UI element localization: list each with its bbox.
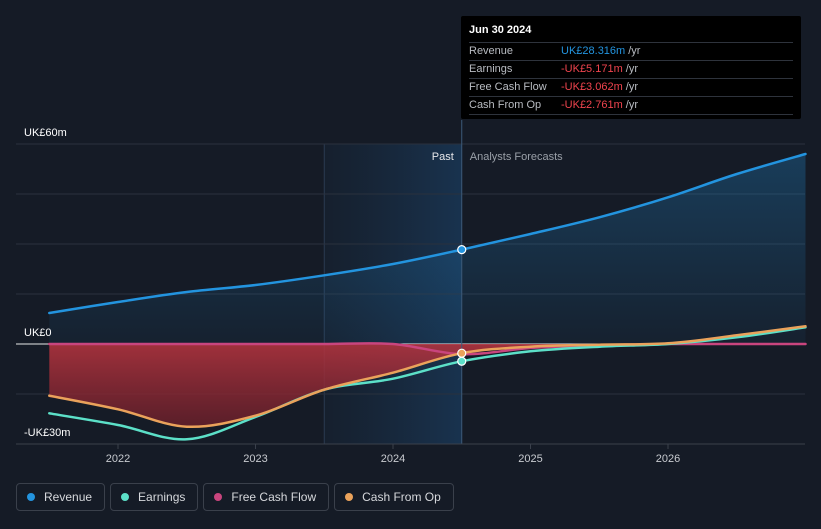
- legend-item-free-cash-flow[interactable]: Free Cash Flow: [203, 483, 330, 511]
- tooltip-row-earnings: Earnings -UK£5.171m /yr: [469, 61, 793, 79]
- legend-dot-icon: [214, 493, 223, 501]
- tooltip-date: Jun 30 2024: [469, 24, 793, 43]
- revenue-area: [49, 154, 806, 344]
- tooltip-value: -UK£2.761m: [561, 99, 623, 111]
- forecast-label: Analysts Forecasts: [470, 151, 563, 163]
- revenue-line: [48, 152, 807, 315]
- axes: [16, 120, 805, 449]
- tooltip-value: UK£28.316m: [561, 45, 626, 57]
- series-lines: [48, 152, 807, 441]
- tooltip-row-cash-from-op: Cash From Op -UK£2.761m /yr: [469, 97, 793, 115]
- tooltip-value: -UK£5.171m: [561, 63, 623, 75]
- tooltip-unit: /yr: [625, 63, 638, 75]
- tooltip-label: Earnings: [469, 63, 513, 75]
- y-tick-label: -UK£30m: [24, 427, 70, 439]
- legend-label: Revenue: [44, 490, 93, 504]
- area-fills: [49, 154, 806, 427]
- tooltip-unit: /yr: [625, 81, 638, 93]
- free-cash-flow-area: [49, 344, 669, 427]
- tooltip-row-revenue: Revenue UK£28.316m /yr: [469, 43, 793, 61]
- y-tick-label: UK£60m: [24, 127, 67, 139]
- legend-label: Cash From Op: [362, 490, 441, 504]
- legend-item-earnings[interactable]: Earnings: [110, 483, 199, 511]
- highlight-markers: [457, 245, 467, 366]
- y-tick-label: UK£0: [24, 327, 52, 339]
- x-tick-label: 2024: [381, 453, 405, 465]
- tooltip-label: Free Cash Flow: [469, 81, 547, 93]
- legend-dot-icon: [27, 493, 35, 501]
- x-tick-label: 2022: [106, 453, 130, 465]
- earnings-marker: [457, 356, 467, 366]
- cash-from-op-marker: [457, 348, 467, 358]
- chart-labels: 2022 2023 2024 2025 2026 UK£60m UK£0 -UK£30m Pas…: [24, 127, 680, 465]
- legend-dot-icon: [121, 493, 130, 501]
- cash-from-op-line: [48, 325, 807, 429]
- legend-label: Free Cash Flow: [231, 490, 317, 504]
- x-tick-label: 2023: [243, 453, 267, 465]
- legend: Revenue Earnings Free Cash Flow Cash Fro…: [16, 483, 454, 511]
- legend-label: Earnings: [138, 490, 186, 504]
- tooltip-label: Cash From Op: [469, 99, 542, 111]
- x-tick-label: 2025: [518, 453, 542, 465]
- tooltip-value: -UK£3.062m: [561, 81, 623, 93]
- legend-item-cash-from-op[interactable]: Cash From Op: [334, 483, 454, 511]
- tooltip-label: Revenue: [469, 45, 514, 57]
- legend-dot-icon: [345, 493, 354, 501]
- tooltip-unit: /yr: [628, 45, 641, 57]
- revenue-marker: [457, 245, 467, 255]
- legend-item-revenue[interactable]: Revenue: [16, 483, 106, 511]
- tooltip-row-free-cash-flow: Free Cash Flow -UK£3.062m /yr: [469, 79, 793, 97]
- past-label: Past: [432, 151, 454, 163]
- tooltip: Jun 30 2024 Revenue UK£28.316m /yr Earni…: [461, 16, 801, 119]
- tooltip-unit: /yr: [625, 99, 638, 111]
- x-tick-label: 2026: [656, 453, 680, 465]
